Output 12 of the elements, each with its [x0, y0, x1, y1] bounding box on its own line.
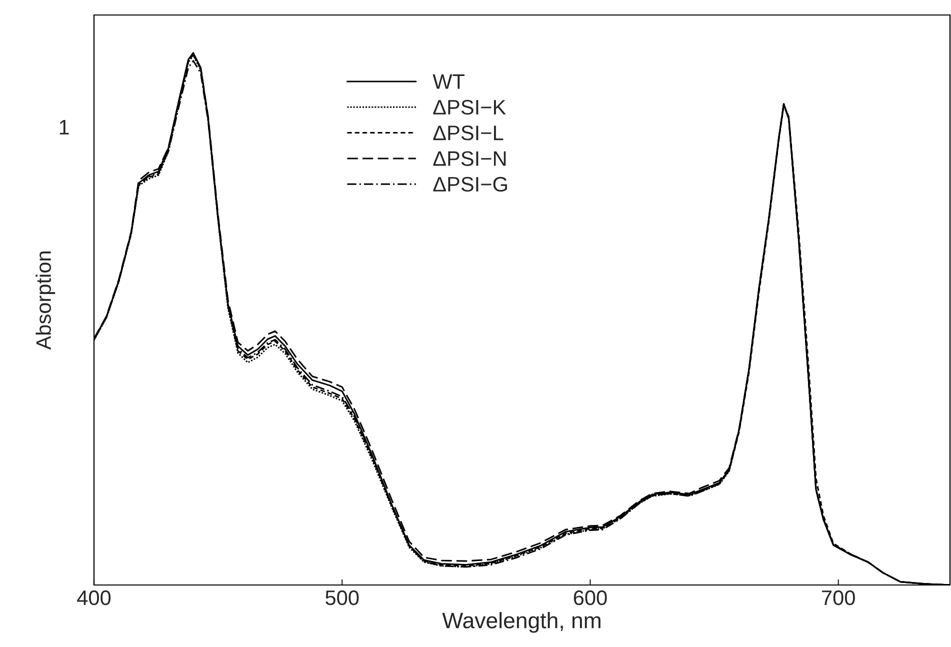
- x-tick-label: 500: [326, 590, 359, 606]
- y-axis-title: Absorption: [36, 252, 56, 350]
- x-axis-title: Wavelength, nm: [442, 612, 600, 633]
- x-tick-label: 400: [77, 590, 111, 606]
- legend-label: ΔPSI−G: [433, 176, 507, 192]
- legend-label: ΔPSI−K: [433, 100, 506, 115]
- x-tick-label: 700: [822, 590, 855, 606]
- x-tick-label: 600: [574, 590, 607, 606]
- legend-label: ΔPSI−N: [433, 151, 506, 166]
- legend-label: WT: [432, 74, 465, 89]
- text: 1: [60, 120, 69, 134]
- legend-label: ΔPSI−L: [433, 126, 504, 140]
